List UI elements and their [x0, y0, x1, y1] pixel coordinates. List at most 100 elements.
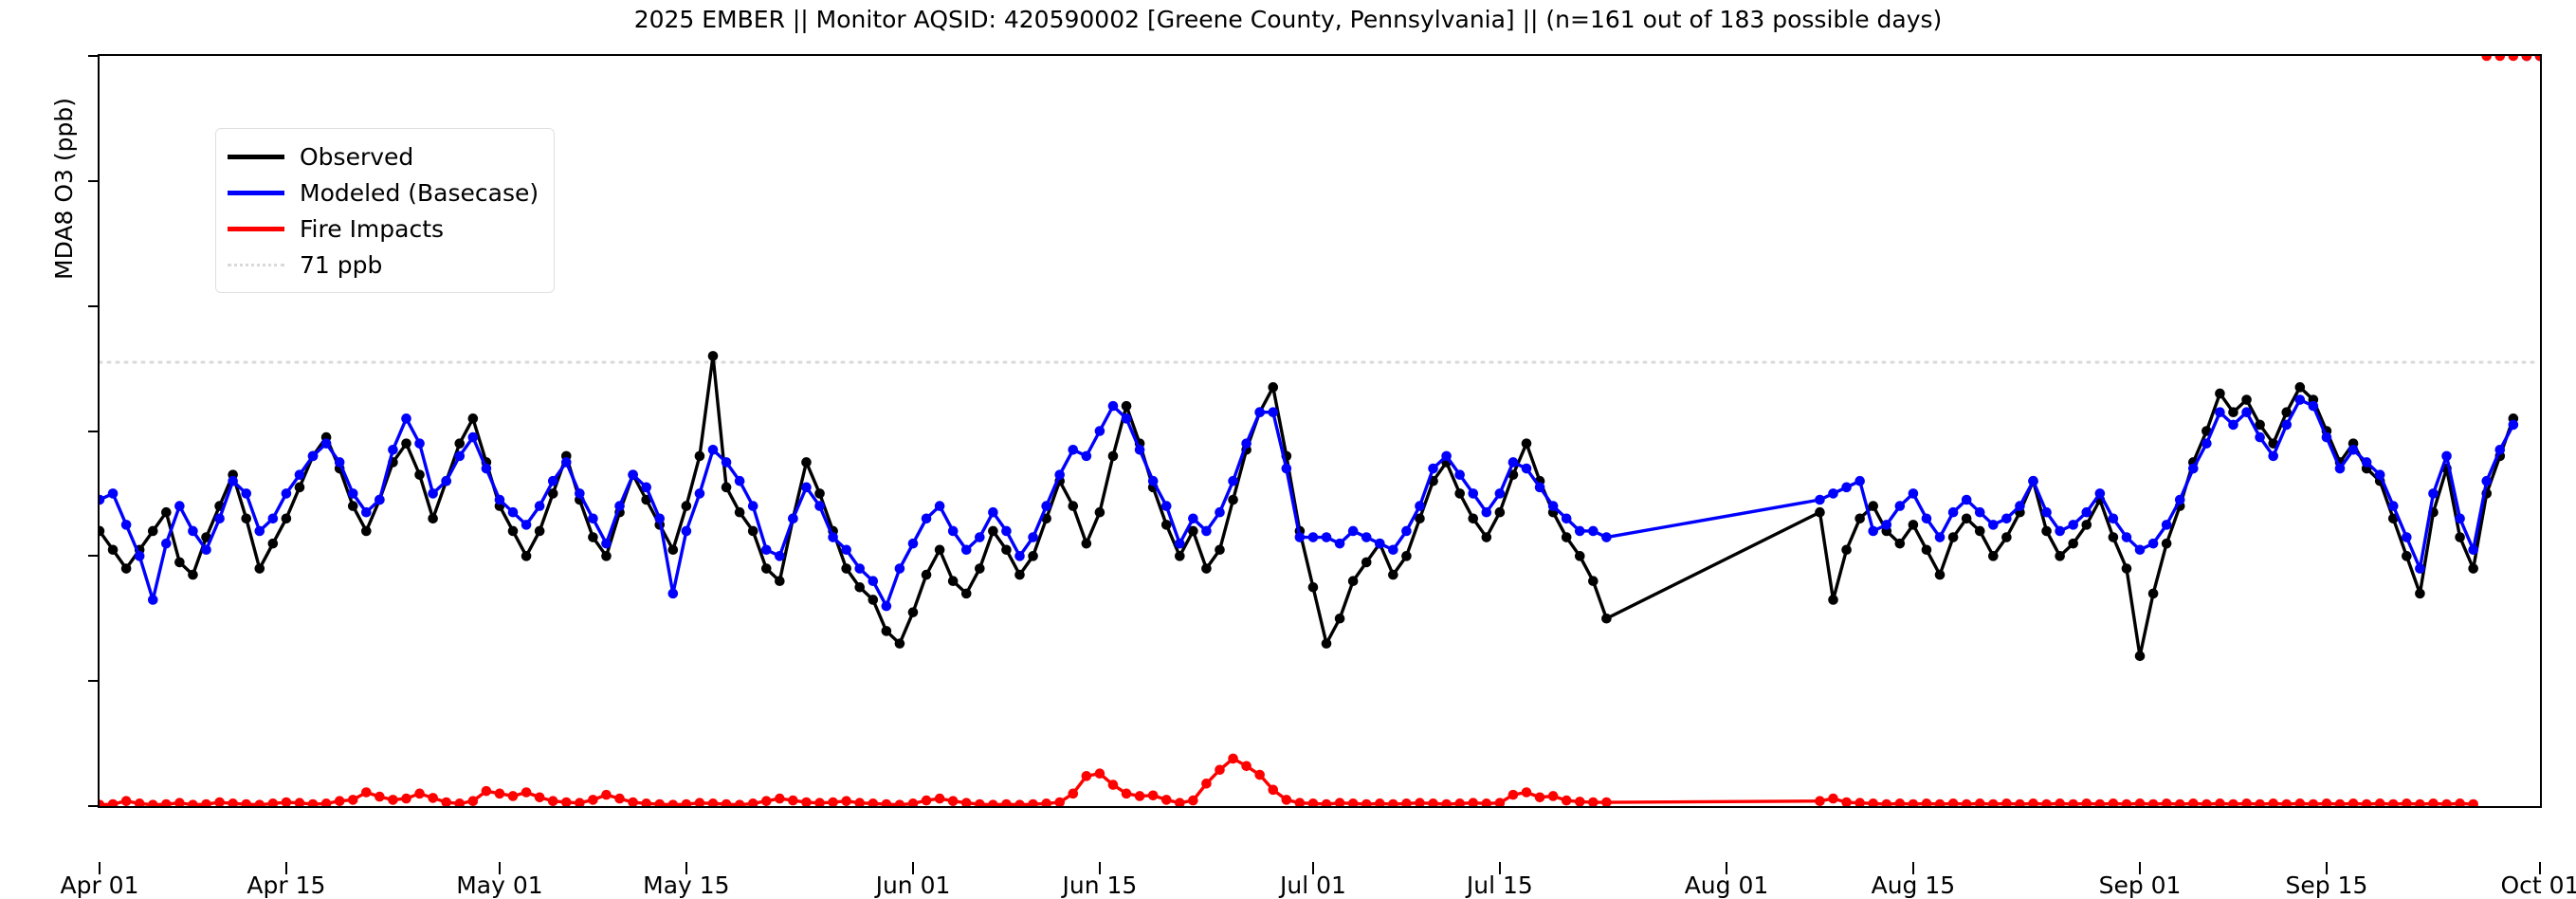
data-point-marker — [854, 581, 866, 593]
data-point-marker — [775, 576, 785, 586]
data-point-marker — [2147, 538, 2159, 549]
data-point-marker — [814, 798, 825, 806]
data-point-marker — [868, 798, 879, 806]
data-point-marker — [2294, 798, 2306, 806]
data-point-marker — [2455, 532, 2465, 542]
data-point-marker — [174, 557, 185, 568]
data-point-marker — [1014, 799, 1025, 806]
data-point-marker — [214, 513, 225, 524]
data-point-marker — [1534, 482, 1545, 493]
data-point-marker — [161, 506, 172, 518]
data-point-marker — [2161, 798, 2172, 806]
data-point-marker — [1921, 513, 1932, 524]
data-point-marker — [1107, 780, 1119, 790]
data-point-marker — [907, 607, 919, 617]
data-point-marker — [1841, 544, 1852, 556]
data-point-marker — [2068, 798, 2078, 806]
series-line — [100, 356, 2513, 655]
data-point-marker — [107, 798, 119, 806]
data-point-marker — [401, 793, 411, 804]
data-point-marker — [1361, 557, 1372, 568]
data-point-marker — [2028, 798, 2038, 806]
data-point-marker — [1228, 494, 1238, 505]
data-point-marker — [1521, 463, 1532, 474]
data-point-marker — [1441, 798, 1452, 806]
x-tick-mark — [99, 862, 100, 874]
data-point-marker — [2081, 798, 2092, 806]
x-tick-label: Aug 01 — [1684, 871, 1769, 899]
legend-item-observed[interactable]: Observed — [228, 138, 539, 174]
data-point-marker — [188, 799, 198, 806]
data-point-marker — [747, 501, 758, 511]
legend-item-label: Fire Impacts — [300, 214, 445, 243]
legend-item-71-ppb[interactable]: 71 ppb — [228, 247, 539, 283]
data-point-marker — [294, 798, 305, 806]
data-point-marker — [320, 438, 332, 449]
data-point-marker — [1974, 525, 1985, 537]
data-point-marker — [267, 538, 279, 549]
data-point-marker — [1134, 791, 1145, 801]
data-point-marker — [947, 576, 959, 586]
data-point-marker — [254, 525, 265, 537]
data-point-marker — [347, 501, 358, 511]
data-point-marker — [1454, 798, 1465, 806]
data-point-marker — [2001, 798, 2012, 806]
data-point-marker — [1494, 798, 1506, 806]
data-point-marker — [1215, 764, 1225, 776]
data-point-marker — [2081, 506, 2092, 518]
data-point-marker — [760, 544, 772, 556]
data-point-marker — [2134, 544, 2146, 556]
data-point-marker — [801, 482, 812, 493]
data-point-marker — [975, 798, 985, 806]
legend-item-fire-impacts[interactable]: Fire Impacts — [228, 211, 539, 247]
data-point-marker — [907, 798, 919, 806]
data-point-marker — [467, 796, 479, 806]
data-point-marker — [2174, 494, 2185, 505]
data-point-marker — [1160, 520, 1172, 530]
data-point-marker — [2255, 419, 2265, 431]
data-point-marker — [120, 796, 132, 806]
data-point-marker — [1054, 469, 1066, 480]
data-point-marker — [2294, 382, 2306, 393]
data-point-marker — [1921, 798, 1932, 806]
legend-item-label: 71 ppb — [300, 250, 383, 279]
data-point-marker — [1815, 506, 1825, 518]
data-point-marker — [828, 797, 838, 806]
data-point-marker — [1908, 798, 1919, 806]
data-point-marker — [2121, 798, 2132, 806]
data-point-marker — [401, 438, 411, 449]
data-point-marker — [281, 513, 292, 524]
data-point-marker — [1175, 798, 1185, 806]
data-point-marker — [414, 788, 425, 799]
x-tick-mark — [1726, 862, 1727, 874]
data-point-marker — [1388, 544, 1398, 556]
legend-item-modeled-basecase[interactable]: Modeled (Basecase) — [228, 174, 539, 211]
data-point-marker — [2134, 651, 2146, 662]
data-point-marker — [2281, 407, 2293, 418]
series-modeled-basecase — [100, 56, 2540, 612]
data-point-marker — [375, 791, 385, 802]
data-point-marker — [2081, 520, 2092, 530]
data-point-marker — [1574, 797, 1585, 806]
data-point-marker — [1454, 469, 1465, 480]
data-point-marker — [1001, 525, 1012, 537]
data-point-marker — [1228, 475, 1238, 486]
data-point-marker — [494, 494, 505, 505]
series-canvas — [100, 56, 2540, 806]
data-point-marker — [467, 431, 479, 443]
data-point-marker — [575, 488, 585, 499]
y-axis-label: MDA8 O3 (ppb) — [50, 98, 78, 280]
data-point-marker — [2281, 798, 2293, 806]
data-point-marker — [1854, 513, 1865, 524]
data-point-marker — [2001, 513, 2012, 524]
data-point-marker — [2255, 798, 2265, 806]
data-point-marker — [894, 563, 905, 574]
data-point-marker — [2108, 513, 2119, 524]
data-point-marker — [828, 532, 838, 542]
data-point-marker — [628, 797, 638, 806]
data-point-marker — [107, 544, 119, 556]
data-point-marker — [2308, 400, 2319, 412]
data-point-marker — [2121, 532, 2132, 542]
data-point-marker — [1828, 793, 1838, 804]
data-point-marker — [507, 791, 519, 801]
